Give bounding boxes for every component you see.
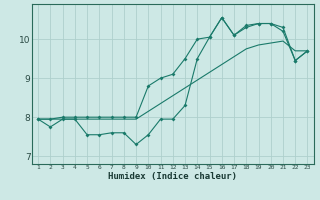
X-axis label: Humidex (Indice chaleur): Humidex (Indice chaleur) xyxy=(108,172,237,181)
